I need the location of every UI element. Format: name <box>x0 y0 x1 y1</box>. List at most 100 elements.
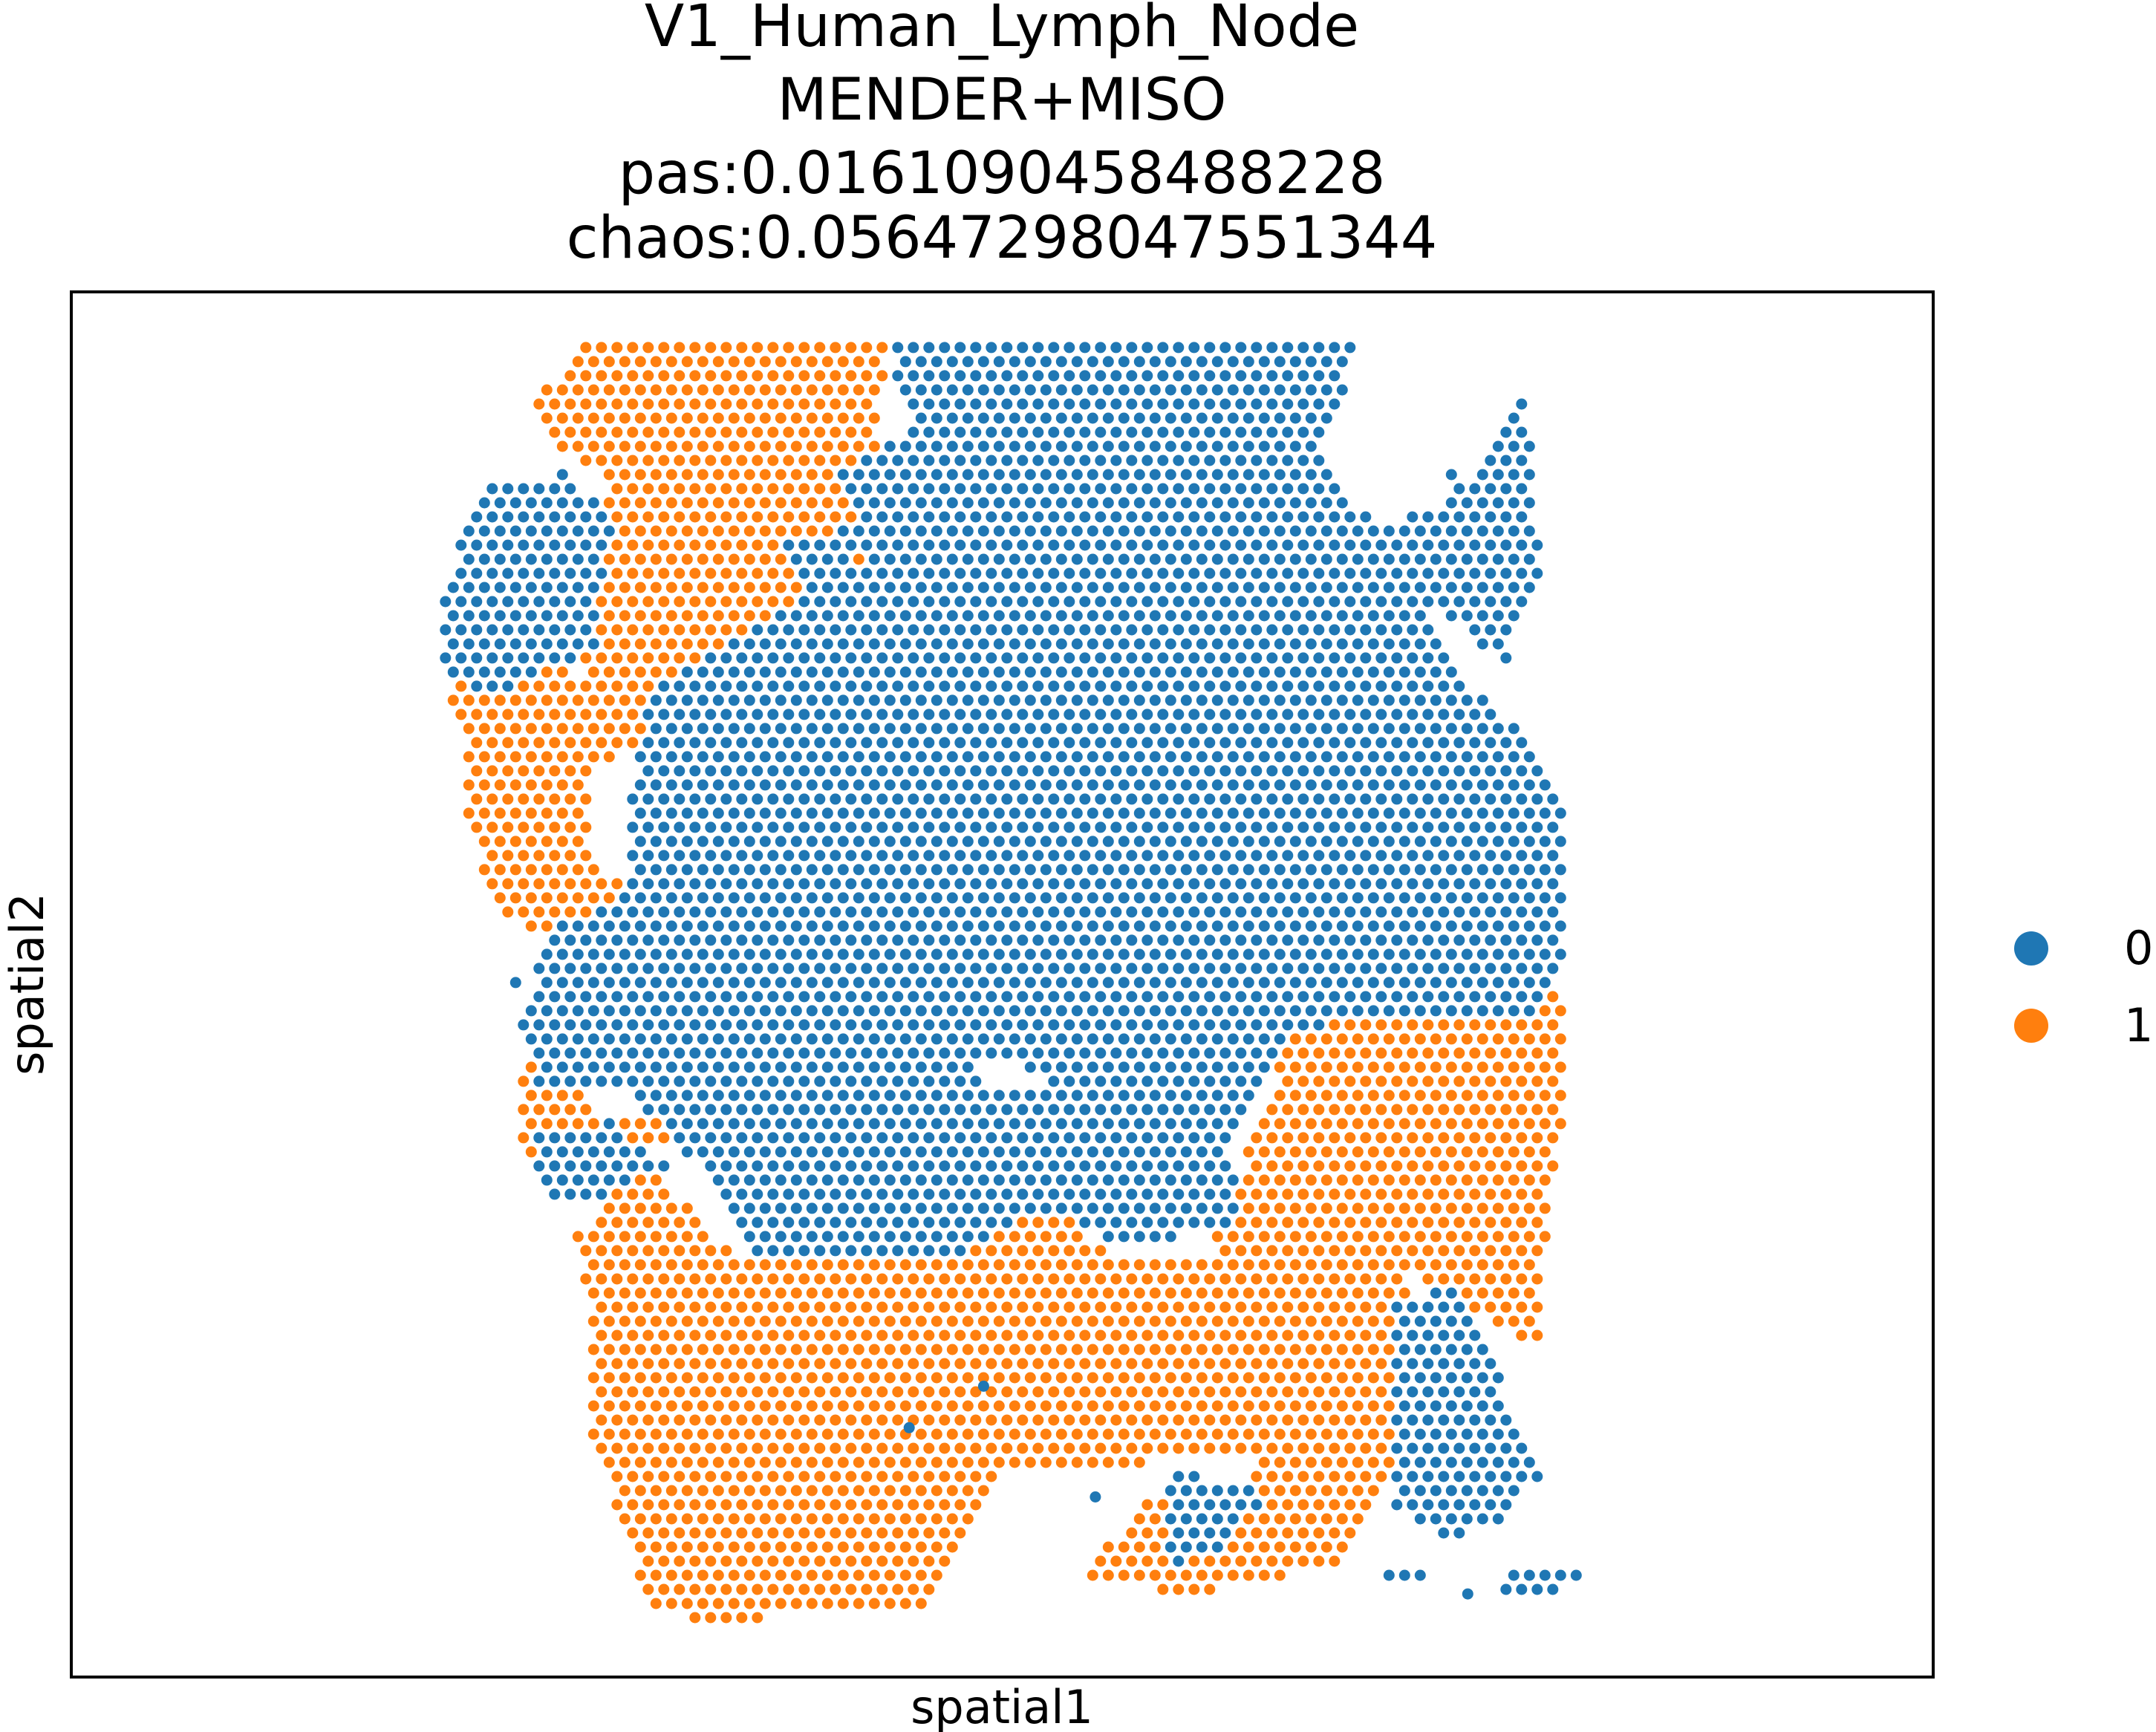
spot-cluster-0 <box>1102 864 1114 876</box>
spot-cluster-0 <box>1180 977 1192 989</box>
spot-cluster-0 <box>1196 751 1208 763</box>
spot-cluster-0 <box>1048 765 1060 777</box>
spot-cluster-0 <box>1196 610 1208 622</box>
spot-cluster-0 <box>798 737 810 749</box>
spot-cluster-0 <box>759 1174 771 1186</box>
spot-cluster-1 <box>1055 1372 1067 1384</box>
spot-cluster-0 <box>861 483 873 495</box>
spot-cluster-0 <box>814 567 826 579</box>
spot-cluster-0 <box>1133 1202 1145 1214</box>
spot-cluster-0 <box>783 765 795 777</box>
spot-cluster-0 <box>1453 567 1465 579</box>
spot-cluster-0 <box>681 694 693 706</box>
spot-cluster-0 <box>1508 807 1520 819</box>
spot-cluster-1 <box>814 1329 826 1341</box>
spot-cluster-0 <box>1398 779 1410 791</box>
spot-cluster-1 <box>1001 1386 1013 1398</box>
spot-cluster-0 <box>1266 483 1278 495</box>
spot-cluster-0 <box>821 638 833 650</box>
spot-cluster-1 <box>977 1456 989 1468</box>
spot-cluster-0 <box>1204 934 1216 946</box>
spot-cluster-0 <box>1438 539 1450 551</box>
spot-cluster-1 <box>752 1358 763 1370</box>
spot-cluster-0 <box>1375 850 1387 862</box>
spot-cluster-0 <box>1126 426 1138 438</box>
spot-cluster-0 <box>1476 920 1488 932</box>
spot-cluster-1 <box>806 469 818 481</box>
spot-cluster-0 <box>845 878 857 890</box>
spot-cluster-0 <box>806 1231 818 1243</box>
spot-cluster-0 <box>752 850 763 862</box>
spot-cluster-0 <box>1219 624 1231 636</box>
spot-cluster-1 <box>564 426 576 438</box>
spot-cluster-1 <box>876 370 888 382</box>
spot-cluster-0 <box>1180 469 1192 481</box>
spot-cluster-0 <box>1422 511 1434 523</box>
spot-cluster-1 <box>1500 1132 1512 1144</box>
spot-cluster-0 <box>1352 1005 1364 1017</box>
spot-cluster-1 <box>993 1400 1005 1412</box>
spot-cluster-0 <box>1064 906 1075 918</box>
spot-cluster-1 <box>619 1118 631 1130</box>
spot-cluster-0 <box>915 440 927 452</box>
spot-cluster-0 <box>1282 709 1294 720</box>
spot-cluster-1 <box>689 1442 701 1454</box>
spot-cluster-0 <box>1133 948 1145 960</box>
spot-cluster-0 <box>743 807 755 819</box>
spot-cluster-1 <box>1258 1231 1270 1243</box>
spot-cluster-0 <box>1219 1075 1231 1087</box>
spot-cluster-1 <box>549 821 561 833</box>
spot-cluster-0 <box>1173 455 1185 466</box>
spot-cluster-0 <box>1079 850 1091 862</box>
spot-cluster-1 <box>627 596 639 608</box>
spot-cluster-1 <box>533 709 545 720</box>
spot-cluster-0 <box>993 384 1005 396</box>
spot-cluster-1 <box>674 483 685 495</box>
spot-cluster-1 <box>884 1456 896 1468</box>
spot-cluster-0 <box>1453 1329 1465 1341</box>
spot-cluster-0 <box>1258 892 1270 904</box>
spot-cluster-1 <box>892 1329 904 1341</box>
spot-cluster-0 <box>1336 694 1348 706</box>
spot-cluster-0 <box>821 553 833 565</box>
spot-cluster-0 <box>1180 582 1192 593</box>
spot-cluster-1 <box>767 370 779 382</box>
spot-cluster-1 <box>1344 1414 1356 1426</box>
spot-cluster-1 <box>1087 1344 1098 1355</box>
spot-cluster-0 <box>1126 737 1138 749</box>
spot-cluster-0 <box>861 652 873 664</box>
spot-cluster-0 <box>830 793 841 805</box>
spot-cluster-1 <box>1251 1273 1263 1285</box>
spot-cluster-1 <box>759 1287 771 1299</box>
spot-cluster-0 <box>1157 1188 1169 1200</box>
spot-cluster-1 <box>1165 1372 1176 1384</box>
spot-cluster-0 <box>814 652 826 664</box>
spot-cluster-0 <box>814 850 826 862</box>
spot-cluster-1 <box>665 1372 677 1384</box>
spot-cluster-0 <box>884 440 896 452</box>
spot-cluster-1 <box>1017 1301 1029 1313</box>
spot-cluster-1 <box>1110 1329 1122 1341</box>
spot-cluster-0 <box>1523 469 1535 481</box>
spot-cluster-0 <box>908 850 919 862</box>
spot-cluster-0 <box>743 1146 755 1158</box>
spot-cluster-0 <box>720 793 732 805</box>
spot-cluster-0 <box>1064 934 1075 946</box>
spot-cluster-0 <box>1445 920 1457 932</box>
spot-cluster-1 <box>478 864 490 876</box>
spot-cluster-1 <box>1539 1202 1551 1214</box>
spot-cluster-0 <box>1196 356 1208 368</box>
spot-cluster-0 <box>1188 342 1200 354</box>
spot-cluster-0 <box>946 1146 958 1158</box>
spot-cluster-0 <box>1048 567 1060 579</box>
spot-cluster-0 <box>1196 1005 1208 1017</box>
spot-cluster-0 <box>1032 624 1044 636</box>
spot-cluster-0 <box>970 821 982 833</box>
spot-cluster-0 <box>1102 525 1114 537</box>
spot-cluster-1 <box>611 483 623 495</box>
spot-cluster-0 <box>954 1245 966 1257</box>
spot-cluster-0 <box>1251 398 1263 410</box>
spot-cluster-0 <box>736 793 748 805</box>
spot-cluster-0 <box>1133 1061 1145 1073</box>
spot-cluster-0 <box>1329 567 1341 579</box>
